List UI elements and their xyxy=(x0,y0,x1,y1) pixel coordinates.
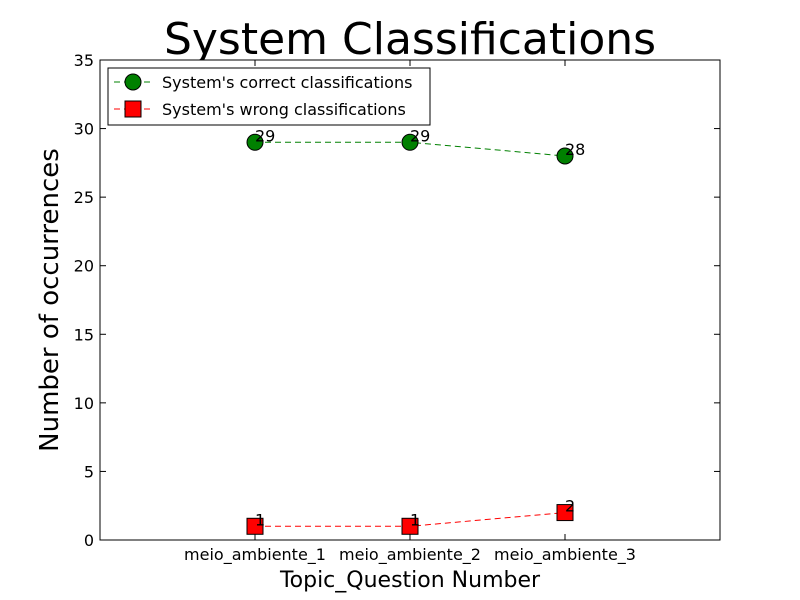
x-tick-label: meio_ambiente_3 xyxy=(494,545,636,565)
y-tick-label: 5 xyxy=(84,462,94,481)
data-point xyxy=(246,517,264,535)
y-axis: 0 5 10 15 20 25 30 35 xyxy=(74,51,720,550)
legend-label: System's correct classifications xyxy=(162,73,412,92)
data-label: 1 xyxy=(410,510,420,529)
data-point xyxy=(401,133,419,151)
legend-item: System's wrong classifications xyxy=(114,100,406,119)
y-tick-label: 35 xyxy=(74,51,94,70)
data-label: 29 xyxy=(410,126,430,145)
data-point xyxy=(246,133,264,151)
series-1: 1 1 2 xyxy=(246,497,575,535)
y-tick-label: 10 xyxy=(74,394,94,413)
y-tick-label: 0 xyxy=(84,531,94,550)
y-axis-label: Number of occurrences xyxy=(35,148,65,452)
data-point xyxy=(556,147,574,165)
x-axis: meio_ambiente_1 meio_ambiente_2 meio_ambie… xyxy=(184,60,636,565)
data-label: 1 xyxy=(255,510,265,529)
series-0: 29 29 28 xyxy=(246,126,585,165)
series-layer: 29 29 28 1 1 2 xyxy=(246,126,585,535)
x-axis-label: Topic_Question Number xyxy=(279,568,541,593)
data-label: 28 xyxy=(565,140,585,159)
legend: System's correct classifications System's… xyxy=(107,67,431,126)
legend-marker xyxy=(124,73,142,91)
y-tick-label: 30 xyxy=(74,120,94,139)
chart-title: System Classifications xyxy=(164,14,656,65)
y-tick-label: 15 xyxy=(74,325,94,344)
x-tick-label: meio_ambiente_2 xyxy=(339,545,481,565)
y-tick-label: 20 xyxy=(74,257,94,276)
legend-label: System's wrong classifications xyxy=(162,100,406,119)
data-point xyxy=(556,504,574,522)
data-label: 29 xyxy=(255,126,275,145)
data-label: 2 xyxy=(565,497,575,516)
x-tick-label: meio_ambiente_1 xyxy=(184,545,326,565)
legend-box xyxy=(107,67,431,126)
legend-item: System's correct classifications xyxy=(114,73,412,92)
data-point xyxy=(401,517,419,535)
legend-marker xyxy=(124,100,142,118)
y-tick-label: 25 xyxy=(74,188,94,207)
